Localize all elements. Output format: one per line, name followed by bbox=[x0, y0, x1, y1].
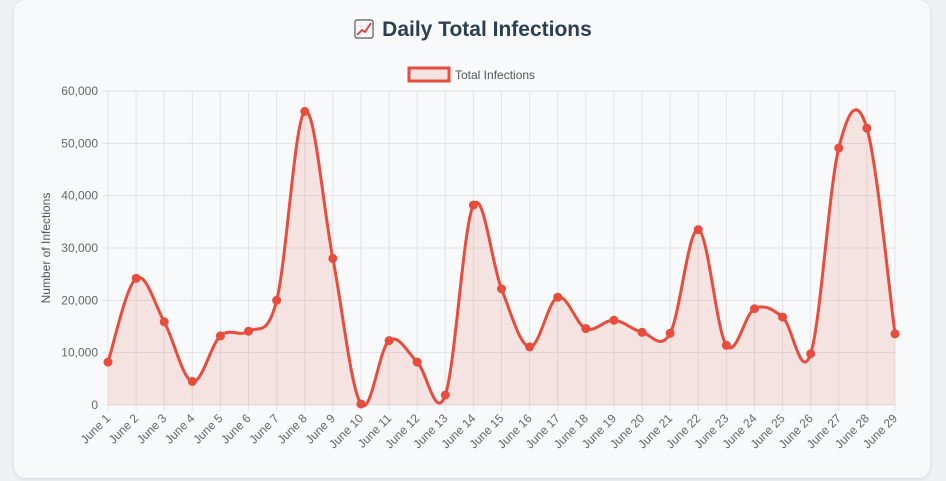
y-axis-ticks: 0 10,000 20,000 30,000 40,000 50,000 60,000 bbox=[61, 84, 98, 412]
x-tick-label: June 3 bbox=[134, 411, 170, 447]
data-points bbox=[103, 106, 900, 409]
legend-swatch[interactable] bbox=[407, 66, 451, 83]
y-tick-label: 10,000 bbox=[61, 346, 98, 360]
x-tick-label: June 2 bbox=[106, 411, 142, 447]
series-area bbox=[108, 109, 895, 406]
data-point[interactable] bbox=[187, 376, 197, 386]
data-point[interactable] bbox=[834, 143, 844, 153]
x-tick-label: June 4 bbox=[162, 411, 198, 447]
data-point[interactable] bbox=[412, 357, 422, 367]
y-tick-label: 0 bbox=[91, 398, 98, 412]
data-point[interactable] bbox=[609, 315, 619, 325]
data-point[interactable] bbox=[244, 326, 254, 336]
data-point[interactable] bbox=[468, 200, 478, 210]
legend[interactable]: Total Infections bbox=[407, 66, 535, 83]
data-point[interactable] bbox=[131, 273, 141, 283]
data-point[interactable] bbox=[215, 331, 225, 341]
y-tick-label: 50,000 bbox=[61, 136, 98, 150]
data-point[interactable] bbox=[693, 225, 703, 235]
data-point[interactable] bbox=[665, 328, 675, 338]
legend-label[interactable]: Total Infections bbox=[455, 68, 535, 82]
data-point[interactable] bbox=[356, 399, 366, 409]
chart-card bbox=[14, 0, 930, 478]
data-point[interactable] bbox=[721, 340, 731, 350]
grid bbox=[102, 90, 896, 411]
x-tick-label: June 8 bbox=[274, 411, 310, 447]
y-tick-label: 20,000 bbox=[61, 293, 98, 307]
area-fill-layer bbox=[108, 109, 895, 406]
x-tick-label: June 1 bbox=[78, 411, 114, 447]
x-tick-label: June 6 bbox=[218, 411, 254, 447]
data-point[interactable] bbox=[749, 304, 759, 314]
data-point[interactable] bbox=[328, 253, 338, 263]
y-tick-label: 30,000 bbox=[61, 241, 98, 255]
data-point[interactable] bbox=[581, 324, 591, 334]
data-point[interactable] bbox=[440, 390, 450, 400]
y-axis-title: Number of Infections bbox=[39, 193, 53, 304]
data-point[interactable] bbox=[525, 342, 535, 352]
data-point[interactable] bbox=[637, 327, 647, 337]
x-tick-label: June 5 bbox=[190, 411, 226, 447]
data-point[interactable] bbox=[384, 336, 394, 346]
chart-increasing-icon bbox=[354, 19, 374, 39]
data-point[interactable] bbox=[103, 357, 113, 367]
page-title: Daily Total Infections bbox=[0, 18, 946, 42]
data-point[interactable] bbox=[553, 292, 563, 302]
data-point[interactable] bbox=[806, 349, 816, 359]
data-point[interactable] bbox=[300, 106, 310, 116]
data-point[interactable] bbox=[159, 317, 169, 327]
data-point[interactable] bbox=[497, 284, 506, 294]
y-tick-label: 60,000 bbox=[61, 84, 98, 98]
data-point[interactable] bbox=[862, 123, 872, 133]
data-point[interactable] bbox=[890, 329, 900, 339]
data-point[interactable] bbox=[778, 312, 788, 322]
title-text: Daily Total Infections bbox=[382, 18, 592, 41]
y-tick-label: 40,000 bbox=[61, 189, 98, 203]
x-tick-label: June 7 bbox=[246, 411, 282, 447]
data-point[interactable] bbox=[272, 295, 282, 305]
